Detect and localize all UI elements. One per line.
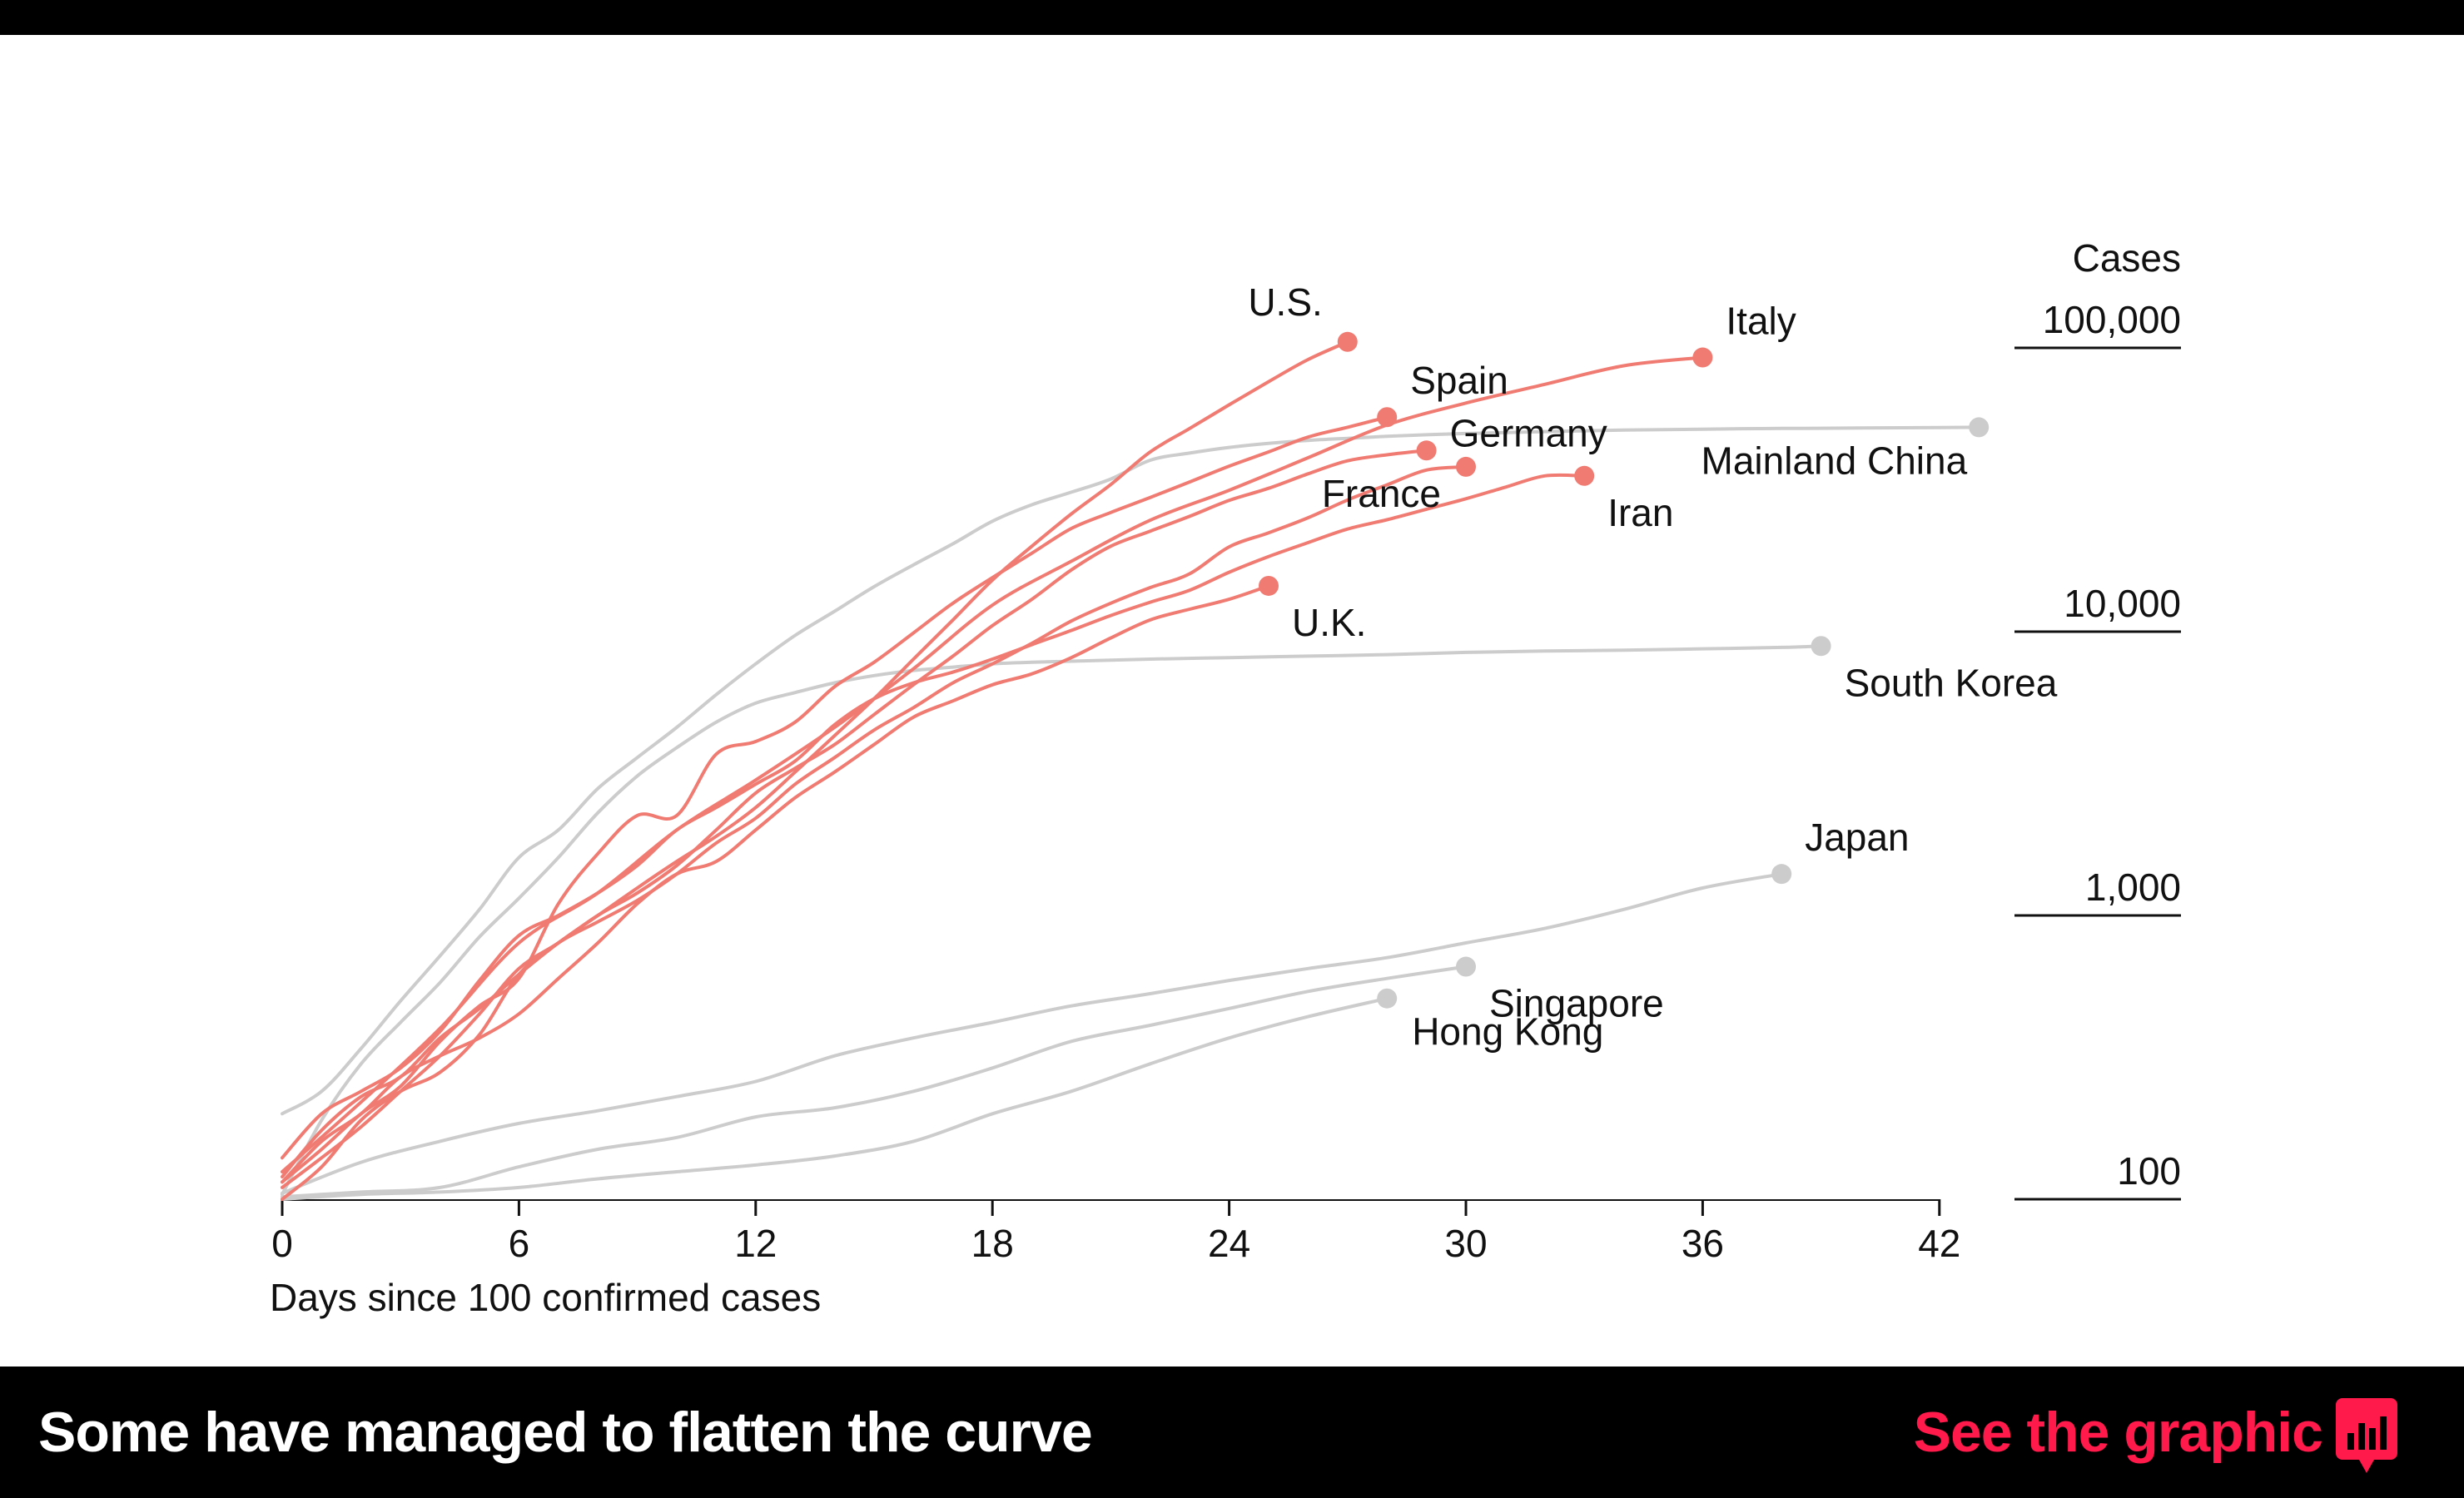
series-label-germany: Germany <box>1450 411 1607 454</box>
series-end-marker-italy <box>1692 347 1713 368</box>
series-line-germany <box>281 449 1428 1189</box>
series-end-marker-u-s <box>1337 331 1358 352</box>
y-axis: 100 1,000 10,000 100,000 <box>2014 298 2181 1201</box>
footer-bar: Some have managed to flatten the curve S… <box>0 1367 2464 1498</box>
series-end-marker-france <box>1456 456 1476 477</box>
series-label-italy: Italy <box>1726 300 1796 343</box>
series-line-france <box>281 464 1468 1201</box>
series-line-u-k <box>281 584 1270 1184</box>
highlighted-series <box>281 331 1713 1201</box>
series-label-hong-kong: Hong Kong <box>1412 1010 1603 1054</box>
see-the-graphic-link[interactable]: See the graphic <box>1913 1401 2323 1464</box>
series-end-marker-u-k <box>1259 575 1279 596</box>
series-line-spain <box>281 415 1389 1184</box>
series-label-spain: Spain <box>1410 359 1508 402</box>
series-label-france: France <box>1322 472 1441 515</box>
series-end-marker-hong-kong <box>1377 988 1398 1009</box>
x-tick-label: 18 <box>971 1222 1014 1265</box>
y-tick-label: 100,000 <box>2043 298 2181 341</box>
series-label-singapore: Singapore <box>1489 982 1664 1025</box>
series-label-u-s: U.S. <box>1248 280 1322 324</box>
series-end-marker-germany <box>1416 440 1437 461</box>
x-axis: 0 6 12 18 24 30 36 42 <box>271 1199 1960 1265</box>
x-tick-label: 0 <box>271 1222 293 1265</box>
series-label-iran: Iran <box>1607 491 1673 534</box>
muted-series <box>281 417 1990 1201</box>
series-line-south-korea <box>281 644 1823 1197</box>
series-line-mainland-china <box>281 425 1981 1116</box>
x-tick-label: 42 <box>1918 1222 1960 1265</box>
series-label-japan: Japan <box>1805 816 1909 859</box>
series-end-marker-singapore <box>1456 956 1476 977</box>
series-end-marker-japan <box>1771 864 1792 885</box>
footer-title: Some have managed to flatten the curve <box>38 1401 1093 1464</box>
y-axis-title: Cases <box>2073 236 2181 280</box>
series-labels: Mainland China South Korea Japan SingaporeH… <box>1248 280 2057 1054</box>
y-tick-label: 1,000 <box>2085 866 2181 909</box>
x-tick-label: 24 <box>1208 1222 1250 1265</box>
y-tick-label: 100 <box>2117 1149 2181 1193</box>
bar-chart-speech-icon[interactable] <box>2336 1398 2397 1475</box>
x-tick-label: 6 <box>509 1222 530 1265</box>
series-end-marker-iran <box>1574 465 1595 486</box>
series-line-hong-kong <box>281 996 1389 1201</box>
series-label-mainland-china: Mainland China <box>1701 439 1968 482</box>
series-end-marker-south-korea <box>1811 636 1831 657</box>
series-label-south-korea: South Korea <box>1845 661 2058 704</box>
series-line-iran <box>281 473 1587 1160</box>
top-bar <box>0 0 2464 35</box>
chart: 100 1,000 10,000 100,000 0 6 12 18 24 30 36 42 Mai… <box>270 236 2181 1319</box>
series-line-singapore <box>281 965 1468 1199</box>
x-tick-label: 12 <box>734 1222 777 1265</box>
series-label-u-k: U.K. <box>1292 601 1366 644</box>
series-end-marker-mainland-china <box>1969 417 1990 438</box>
x-tick-label: 36 <box>1682 1222 1724 1265</box>
y-tick-label: 10,000 <box>2064 582 2181 625</box>
x-axis-title: Days since 100 confirmed cases <box>270 1276 821 1319</box>
series-line-japan <box>281 872 1784 1195</box>
x-tick-label: 30 <box>1444 1222 1487 1265</box>
series-line-italy <box>281 355 1705 1173</box>
